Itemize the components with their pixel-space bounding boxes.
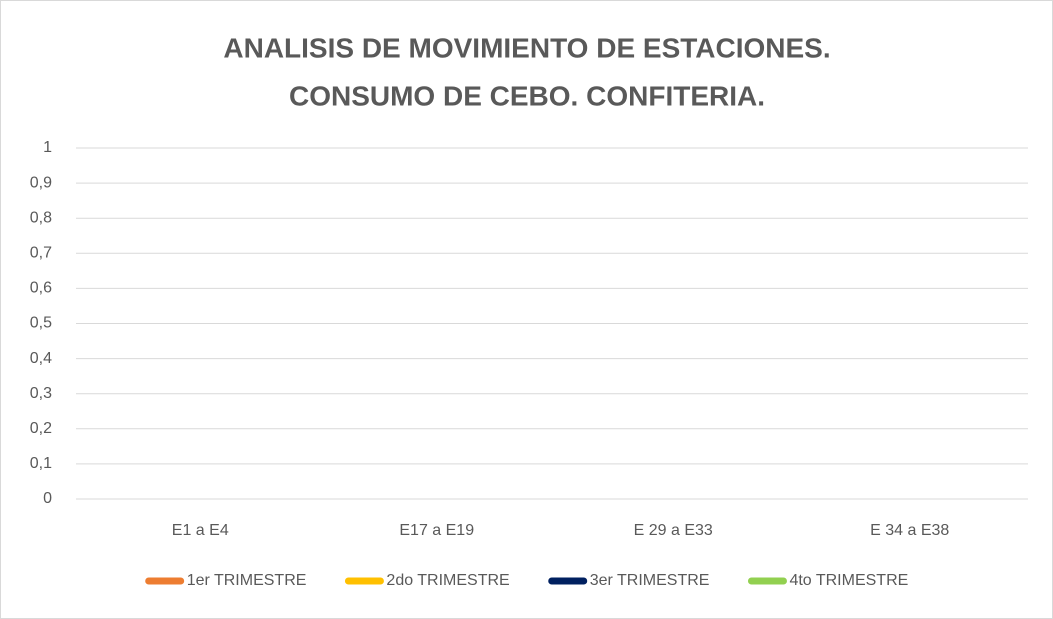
legend-item: 4to TRIMESTRE: [747, 572, 908, 589]
y-tick-label: 0,2: [30, 420, 52, 437]
x-tick-label: E 34 a E38: [870, 522, 949, 539]
legend-label: 2do TRIMESTRE: [386, 572, 509, 589]
legend-label: 1er TRIMESTRE: [187, 572, 307, 589]
legend-item: 1er TRIMESTRE: [145, 572, 307, 589]
legend-label: 3er TRIMESTRE: [590, 572, 710, 589]
y-tick-label: 0,4: [30, 350, 52, 367]
y-tick-label: 0,7: [30, 245, 52, 262]
legend-item: 2do TRIMESTRE: [344, 572, 510, 589]
legend-label: 4to TRIMESTRE: [789, 572, 908, 589]
chart-title: CONSUMO DE CEBO. CONFITERIA.: [289, 80, 765, 111]
y-tick-label: 0,1: [30, 455, 52, 472]
x-tick-label: E 29 a E33: [634, 522, 713, 539]
y-tick-label: 0,3: [30, 385, 52, 402]
y-tick-label: 0: [43, 490, 52, 507]
y-tick-label: 0,9: [30, 174, 52, 191]
x-tick-label: E17 a E19: [399, 522, 474, 539]
y-tick-label: 1: [43, 139, 52, 156]
legend-item: 3er TRIMESTRE: [548, 572, 710, 589]
x-tick-label: E1 a E4: [172, 522, 229, 539]
chart-title: ANALISIS DE MOVIMIENTO DE ESTACIONES.: [223, 32, 830, 63]
y-tick-label: 0,6: [30, 280, 52, 297]
y-tick-label: 0,5: [30, 315, 52, 332]
y-tick-label: 0,8: [30, 209, 52, 226]
